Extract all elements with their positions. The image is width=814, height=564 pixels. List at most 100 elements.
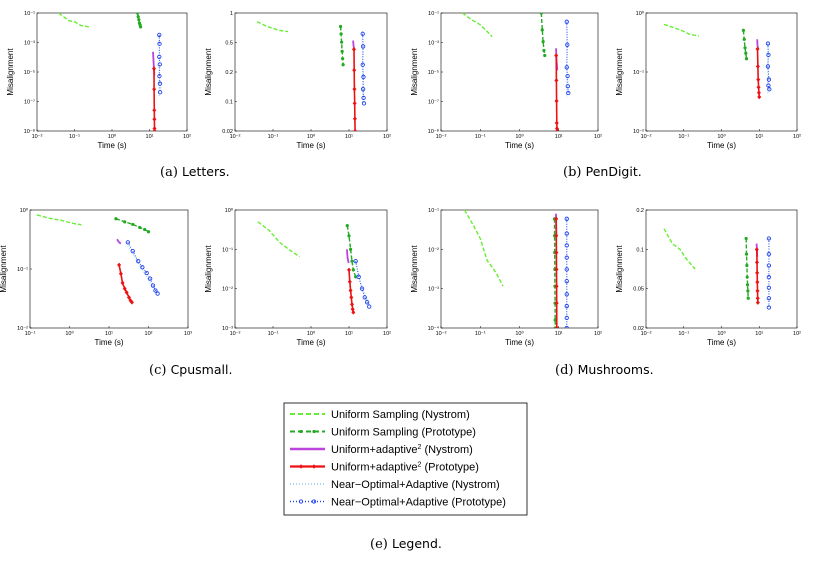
series-line-2: [540, 13, 546, 56]
legend-entry-2: Uniform Sampling (Prototype): [290, 427, 476, 439]
data-point: [564, 216, 569, 221]
x-tick-label: 10⁰: [108, 133, 117, 140]
data-point: [565, 84, 570, 89]
data-point: [554, 250, 559, 255]
y-tick-label: 10⁻¹: [24, 11, 35, 17]
data-point: [139, 25, 143, 29]
data-point: [146, 230, 151, 234]
data-point: [361, 101, 367, 106]
data-point: [152, 126, 157, 131]
data-point: [114, 217, 118, 221]
y-tick-label: 10⁻⁴: [428, 325, 440, 332]
y-tick-label: 10⁻⁸: [24, 128, 35, 135]
data-point: [339, 32, 343, 36]
data-point: [130, 248, 135, 254]
data-point: [766, 77, 772, 82]
data-point: [564, 292, 569, 297]
legend-entries: Uniform Sampling (Nystrom) Uniform Sampli…: [290, 409, 506, 509]
data-point: [341, 57, 345, 61]
data-point: [746, 289, 750, 293]
y-tick-label: 10⁰: [225, 207, 234, 214]
y-axis-label: Misalignment: [204, 245, 213, 293]
data-point: [124, 290, 129, 295]
x-tick-label: 10⁰: [65, 330, 74, 337]
y-tick-label: 10⁻³: [24, 41, 35, 47]
y-axis-label: Misalignment: [204, 48, 213, 96]
x-tick-label: 10¹: [755, 134, 763, 140]
legend-entry-3: Uniform+adaptive2 (Nystrom): [290, 444, 473, 456]
y-tick-label: 10⁻²: [633, 129, 644, 135]
data-point: [353, 259, 358, 264]
data-point: [564, 255, 569, 260]
data-point: [766, 251, 772, 257]
series-group: [257, 221, 372, 315]
data-point: [555, 128, 560, 131]
data-point: [554, 120, 559, 126]
x-tick-label: 10⁻¹: [268, 331, 279, 337]
data-point: [755, 279, 760, 285]
series-line-1: [58, 13, 90, 28]
data-point: [348, 247, 353, 251]
data-point: [157, 54, 162, 60]
x-axis-label: Time (s): [296, 338, 325, 347]
legend-box: [283, 402, 528, 516]
data-point: [745, 283, 750, 287]
data-point: [118, 271, 123, 277]
y-tick-label: 10⁻³: [428, 41, 439, 47]
series-line-4: [153, 68, 156, 131]
y-tick-label: 10⁻¹: [633, 70, 644, 76]
data-point: [553, 318, 557, 322]
y-tick-label: 10⁻⁸: [428, 128, 439, 135]
data-point: [745, 275, 749, 279]
data-point: [566, 90, 571, 96]
x-tick-label: 10²: [383, 331, 391, 337]
data-point: [755, 270, 760, 276]
legend-entry-5: Near−Optimal+Adaptive (Nystrom): [290, 479, 500, 491]
data-point: [143, 227, 147, 232]
data-point: [360, 44, 366, 49]
x-tick-label: 10⁻²: [230, 134, 241, 140]
data-point: [350, 306, 355, 312]
x-tick-label: 10¹: [555, 331, 563, 337]
y-tick-label: 0.05: [633, 287, 644, 293]
series-line-1: [663, 228, 696, 270]
x-tick-label: 10¹: [345, 331, 353, 337]
data-point: [543, 53, 547, 58]
x-tick-label: 10¹: [146, 134, 154, 140]
x-tick-label: 10²: [793, 134, 801, 140]
series-group: [256, 21, 367, 131]
x-tick-label: 10⁻¹: [268, 134, 279, 140]
data-point: [352, 116, 357, 122]
x-tick-label: 10¹: [105, 331, 113, 337]
data-point: [766, 285, 772, 290]
series-line-3: [346, 249, 350, 264]
data-point: [766, 263, 772, 268]
plot-panel-7: 10⁻² 10⁻¹ 10⁰ 10¹ 10² 10⁻¹ 10⁻² 10⁻³ 10⁻⁴ Time (s…: [410, 208, 602, 347]
y-tick-label: 10⁻¹: [17, 267, 28, 273]
series-group: [463, 210, 569, 328]
series-line-6: [566, 21, 569, 94]
data-point: [362, 295, 367, 300]
data-point: [157, 62, 162, 67]
data-point: [157, 81, 163, 86]
data-point: [360, 87, 366, 92]
x-tick-label: 10⁰: [307, 133, 316, 140]
y-tick-label: 10⁻²: [17, 326, 28, 332]
data-point: [157, 32, 162, 38]
data-point: [564, 315, 569, 321]
series-line-2: [742, 30, 748, 59]
data-point: [554, 325, 559, 328]
data-point: [364, 300, 370, 305]
y-axis-label: Misalignment: [410, 245, 419, 293]
x-tick-label: 10⁻¹: [25, 331, 36, 337]
legend-marker: [299, 464, 303, 469]
data-point: [120, 280, 125, 286]
plot-frame: [234, 209, 388, 329]
data-point: [352, 67, 357, 73]
data-point: [340, 40, 344, 44]
data-point: [340, 49, 344, 53]
data-point: [766, 236, 772, 241]
x-tick-label: 10⁻²: [436, 134, 447, 140]
data-point: [564, 267, 569, 272]
